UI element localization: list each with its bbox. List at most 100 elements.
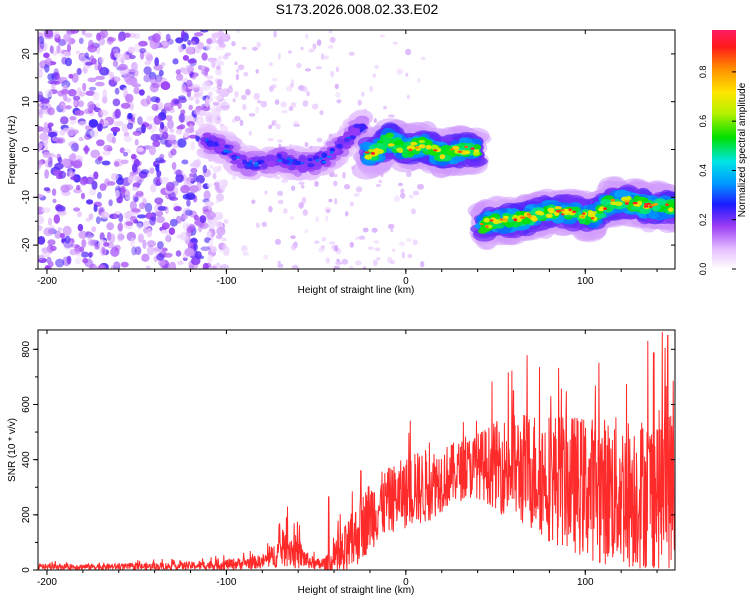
noise-blob xyxy=(38,224,43,232)
noise-blob xyxy=(206,75,214,80)
noise-blob xyxy=(182,55,189,61)
ridge-blob xyxy=(364,151,370,154)
noise-blob xyxy=(177,138,187,148)
noise-blob xyxy=(38,126,44,132)
ridge-blob xyxy=(651,203,656,207)
noise-blob xyxy=(240,245,248,252)
noise-blob xyxy=(143,220,150,228)
noise-blob xyxy=(243,71,249,77)
noise-blob xyxy=(117,232,124,242)
noise-blob xyxy=(335,261,343,265)
noise-blob xyxy=(161,222,170,230)
noise-blob xyxy=(405,48,412,56)
noise-blob xyxy=(367,246,374,250)
noise-blob xyxy=(212,172,217,180)
noise-blob xyxy=(123,131,130,137)
noise-blob xyxy=(269,62,273,67)
noise-blob xyxy=(141,253,150,262)
colorbar-gradient xyxy=(712,30,736,269)
noise-blob xyxy=(163,252,173,258)
noise-blob xyxy=(387,256,393,264)
noise-blob xyxy=(261,221,267,227)
x-tick-label: -200 xyxy=(37,276,57,287)
noise-blob xyxy=(43,187,51,192)
colorbar-tick-label: 0.8 xyxy=(698,66,708,79)
spectrogram-y-axis: -20 -10 0 10 20 xyxy=(21,29,675,270)
noise-blob xyxy=(43,52,50,59)
ridge-blob xyxy=(327,155,332,158)
noise-blob xyxy=(117,223,123,232)
ridge-blob xyxy=(364,154,373,160)
noise-blob xyxy=(239,119,244,127)
noise-blob xyxy=(193,242,198,252)
noise-blob xyxy=(372,259,378,267)
noise-blob xyxy=(195,116,205,126)
noise-blob xyxy=(314,240,320,244)
noise-blob xyxy=(190,167,198,174)
noise-blob xyxy=(119,147,125,154)
ridge-blob xyxy=(349,135,357,140)
ridge-blob xyxy=(359,125,368,131)
noise-blob xyxy=(42,151,52,158)
noise-blob xyxy=(108,233,116,244)
colorbar-axis: 0.0 0.2 0.4 0.6 0.8 xyxy=(698,66,736,275)
noise-blob xyxy=(143,66,152,75)
noise-blob xyxy=(210,265,217,269)
noise-blob xyxy=(153,115,162,125)
noise-blob xyxy=(288,50,292,54)
noise-blob xyxy=(141,123,146,134)
noise-blob xyxy=(38,108,45,115)
noise-blob xyxy=(74,251,83,257)
noise-blob xyxy=(235,115,240,121)
noise-blob xyxy=(148,145,156,156)
noise-blob xyxy=(151,34,157,42)
noise-blob xyxy=(217,116,220,121)
noise-blob xyxy=(38,236,46,245)
ridge-blob xyxy=(457,150,463,153)
noise-blob xyxy=(159,153,165,160)
noise-blob xyxy=(69,248,77,256)
ridge-segment xyxy=(194,109,374,181)
noise-blob xyxy=(188,96,195,101)
noise-blob xyxy=(251,199,256,205)
ridge-blob xyxy=(319,157,323,160)
y-tick-label: 0 xyxy=(21,146,32,152)
noise-blob xyxy=(88,119,99,128)
noise-blob xyxy=(157,259,166,267)
noise-blob xyxy=(91,58,97,65)
noise-blob xyxy=(218,43,226,48)
noise-blob xyxy=(301,184,305,189)
noise-blob xyxy=(131,61,138,71)
noise-blob xyxy=(146,115,154,122)
noise-blob xyxy=(161,247,168,252)
noise-blob xyxy=(123,136,132,143)
noise-blob xyxy=(187,58,197,64)
noise-blob xyxy=(78,230,88,239)
noise-blob xyxy=(263,254,269,260)
ridge-blob xyxy=(572,210,577,213)
noise-blob xyxy=(255,106,259,114)
noise-blob xyxy=(369,85,374,93)
noise-blob xyxy=(191,40,196,46)
noise-blob xyxy=(47,73,55,81)
ridge-blob xyxy=(336,143,343,149)
noise-blob xyxy=(99,183,107,192)
noise-blob xyxy=(216,61,225,66)
noise-blob xyxy=(97,191,102,200)
noise-blob xyxy=(47,160,53,168)
ridge-blob xyxy=(535,210,543,215)
y-tick-label: -20 xyxy=(21,237,32,252)
ridge-blob xyxy=(224,144,230,149)
noise-blob xyxy=(66,30,76,35)
colorbar-label: Normalized spectral amplitude xyxy=(737,82,748,217)
noise-blob xyxy=(215,234,223,240)
noise-blob xyxy=(301,197,307,204)
noise-blob xyxy=(101,160,111,166)
noise-blob xyxy=(260,100,268,108)
noise-blob xyxy=(51,188,57,196)
noise-blob xyxy=(241,94,247,101)
noise-blob xyxy=(164,206,169,215)
noise-blob xyxy=(186,199,191,207)
noise-blob xyxy=(158,69,164,77)
